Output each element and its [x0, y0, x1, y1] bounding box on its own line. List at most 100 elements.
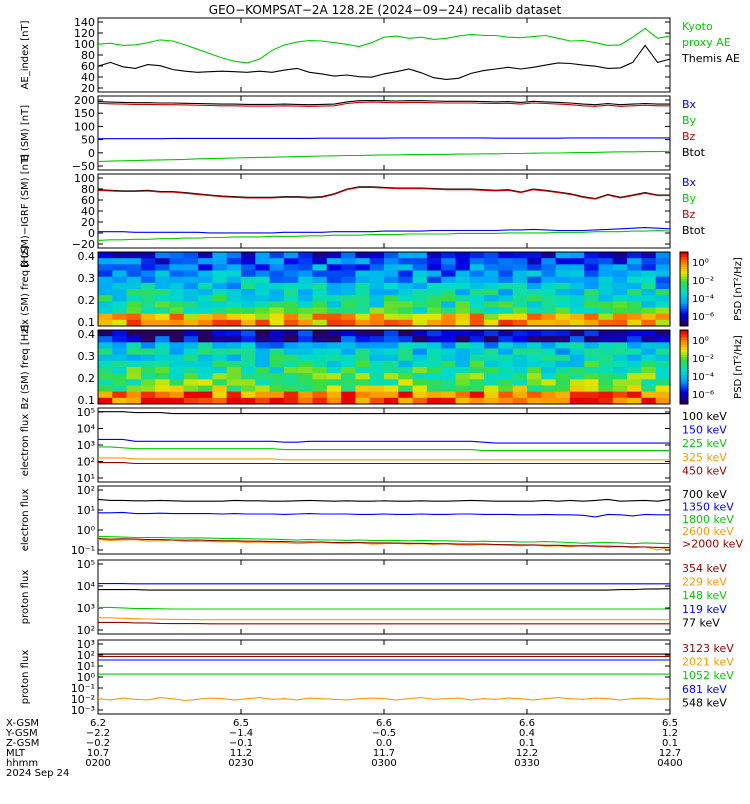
- heatmap-cell: [327, 277, 342, 284]
- heatmap-cell: [556, 308, 571, 315]
- heatmap-cell: [327, 373, 342, 380]
- heatmap-cell: [212, 264, 227, 271]
- heatmap-cell: [198, 271, 213, 278]
- heatmap-cell: [541, 379, 556, 386]
- heatmap-cell: [227, 349, 242, 356]
- legend-entry: 325 keV: [682, 451, 727, 464]
- heatmap-cell: [570, 355, 585, 362]
- heatmap-cell: [370, 342, 385, 349]
- series-line-0: [98, 622, 670, 623]
- heatmap-cell: [227, 361, 242, 368]
- heatmap-cell: [284, 264, 299, 271]
- heatmap-cell: [527, 355, 542, 362]
- heatmap-cell: [613, 295, 628, 302]
- heatmap-cell: [270, 386, 285, 393]
- heatmap-cell: [656, 336, 671, 343]
- heatmap-cell: [656, 386, 671, 393]
- legend-entry: 2600 keV: [682, 525, 734, 538]
- heatmap-cell: [484, 252, 499, 259]
- heatmap-cell: [313, 289, 328, 296]
- heatmap-cell: [112, 314, 127, 321]
- heatmap-cell: [441, 289, 456, 296]
- heatmap-cell: [527, 314, 542, 321]
- heatmap-cell: [327, 349, 342, 356]
- heatmap-cell: [127, 283, 142, 290]
- heatmap-cell: [398, 367, 413, 374]
- heatmap-cell: [184, 336, 199, 343]
- heatmap-cell: [470, 314, 485, 321]
- heatmap-cell: [198, 373, 213, 380]
- heatmap-cell: [298, 252, 313, 259]
- heatmap-cell: [227, 271, 242, 278]
- heatmap-cell: [441, 301, 456, 308]
- colorbar-tick-label: 10⁻²: [692, 276, 714, 287]
- heatmap-cell: [513, 379, 528, 386]
- heatmap-cell: [484, 301, 499, 308]
- heatmap-cell: [470, 308, 485, 315]
- heatmap-cell: [613, 277, 628, 284]
- heatmap-cell: [241, 271, 256, 278]
- heatmap-cell: [613, 289, 628, 296]
- heatmap-cell: [498, 252, 513, 259]
- heatmap-cell: [470, 392, 485, 399]
- heatmap-cell: [627, 342, 642, 349]
- heatmap-cell: [613, 386, 628, 393]
- heatmap-cell: [270, 330, 285, 337]
- y-tick-label: 0.2: [78, 372, 96, 385]
- heatmap-cell: [227, 314, 242, 321]
- heatmap-cell: [513, 264, 528, 271]
- heatmap-cell: [298, 283, 313, 290]
- heatmap-cell: [327, 361, 342, 368]
- heatmap-cell: [170, 367, 185, 374]
- heatmap-cell: [484, 330, 499, 337]
- heatmap-cell: [212, 258, 227, 265]
- heatmap-cell: [355, 386, 370, 393]
- heatmap-cell: [241, 295, 256, 302]
- heatmap-cell: [513, 289, 528, 296]
- heatmap-cell: [313, 271, 328, 278]
- orbit-value: 0400: [657, 758, 682, 769]
- y-tick-label: 10¹: [77, 504, 95, 517]
- heatmap-cell: [641, 392, 656, 399]
- heatmap-cell: [384, 367, 399, 374]
- heatmap-cell: [541, 336, 556, 343]
- heatmap-cell: [184, 367, 199, 374]
- y-axis-label: proton flux: [20, 650, 31, 705]
- heatmap-cell: [198, 330, 213, 337]
- heatmap-cell: [284, 367, 299, 374]
- heatmap-cell: [641, 386, 656, 393]
- heatmap-cell: [170, 308, 185, 315]
- heatmap-cell: [355, 295, 370, 302]
- heatmap-cell: [413, 264, 428, 271]
- heatmap-cell: [427, 283, 442, 290]
- heatmap-cell: [570, 264, 585, 271]
- heatmap-cell: [127, 264, 142, 271]
- heatmap-cell: [155, 373, 170, 380]
- heatmap-cell: [427, 277, 442, 284]
- heatmap-cell: [170, 392, 185, 399]
- heatmap-cell: [556, 264, 571, 271]
- heatmap-cell: [613, 330, 628, 337]
- heatmap-cell: [155, 386, 170, 393]
- heatmap-cell: [112, 379, 127, 386]
- heatmap-cell: [341, 386, 356, 393]
- heatmap-cell: [241, 308, 256, 315]
- heatmap-cell: [484, 264, 499, 271]
- heatmap-cell: [441, 295, 456, 302]
- heatmap-cell: [498, 342, 513, 349]
- heatmap-cell: [198, 283, 213, 290]
- heatmap-cell: [184, 258, 199, 265]
- heatmap-cell: [198, 314, 213, 321]
- heatmap-cell: [484, 308, 499, 315]
- heatmap-cell: [498, 379, 513, 386]
- heatmap-cell: [212, 349, 227, 356]
- heatmap-cell: [556, 295, 571, 302]
- heatmap-cell: [370, 349, 385, 356]
- orbit-value: 0230: [228, 758, 253, 769]
- legend-entry: 77 keV: [682, 616, 720, 629]
- heatmap-cell: [527, 373, 542, 380]
- heatmap-cell: [599, 342, 614, 349]
- heatmap-cell: [355, 361, 370, 368]
- heatmap-cell: [384, 355, 399, 362]
- heatmap-cell: [98, 336, 113, 343]
